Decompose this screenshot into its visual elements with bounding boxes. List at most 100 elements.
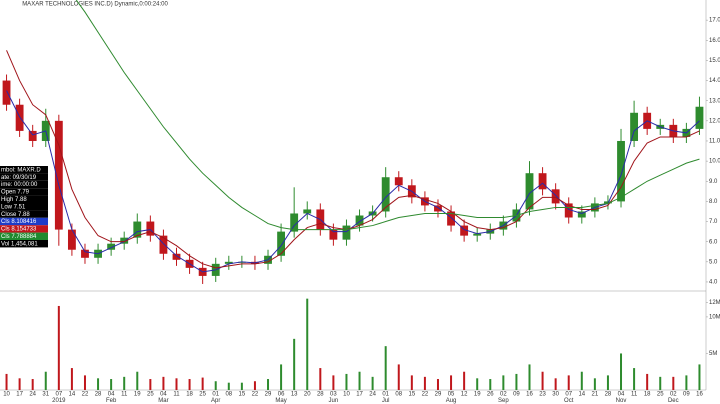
y-tick-label: 13.0	[709, 98, 720, 104]
candle-body	[2, 80, 11, 105]
y-tick-label: 5.0	[709, 259, 718, 265]
x-tick-label: 29	[265, 392, 272, 398]
x-tick-label: 21	[592, 392, 599, 398]
x-tick-label: 13	[291, 392, 298, 398]
volume-bar	[332, 375, 335, 390]
x-tick-label: 28	[317, 392, 324, 398]
volume-bar	[162, 376, 165, 390]
volume-bar	[345, 373, 348, 390]
x-tick-label: 07	[55, 392, 62, 398]
month-label: Sep	[498, 398, 509, 404]
volume-bar	[57, 305, 60, 390]
panel-row	[0, 232, 48, 240]
volume-bar	[502, 375, 505, 390]
volume-bar	[110, 379, 113, 390]
volume-bar	[593, 378, 596, 390]
candle-body	[538, 173, 547, 190]
volume-bar	[450, 375, 453, 390]
volume-bar	[423, 376, 426, 390]
moving-average	[75, 0, 700, 231]
panel-row	[0, 188, 48, 196]
volume-bar	[319, 368, 322, 390]
x-tick-label: 14	[578, 392, 585, 398]
x-tick-label: 08	[225, 392, 232, 398]
x-tick-label: 12	[461, 392, 468, 398]
panel-row	[0, 240, 48, 248]
volume-bar	[476, 378, 479, 390]
volume-tick-label: 5M	[709, 351, 717, 357]
candle-body	[224, 261, 233, 264]
volume-bar	[620, 353, 623, 390]
volume-bar	[306, 298, 309, 390]
x-tick-label: 04	[108, 392, 115, 398]
volume-bar	[646, 373, 649, 390]
candle-body	[28, 130, 37, 141]
x-tick-label: 03	[330, 392, 337, 398]
y-tick-label: 11.0	[709, 139, 720, 145]
chart-title: MAXAR TECHNOLOGIES INC.D) Dynamic,0:00:2…	[22, 2, 168, 8]
x-tick-label: 07	[565, 392, 572, 398]
candle-body	[133, 221, 142, 238]
x-tick-label: 15	[408, 392, 415, 398]
candle-body	[381, 177, 390, 212]
candle-body	[15, 104, 24, 131]
x-tick-label: 04	[618, 392, 625, 398]
candle-body	[617, 140, 625, 202]
month-label: Dec	[668, 398, 679, 404]
candle-body	[447, 211, 455, 226]
month-label: Nov	[616, 398, 627, 404]
volume-bar	[175, 378, 178, 390]
month-label: May	[275, 398, 286, 404]
volume-bar	[267, 379, 270, 390]
x-tick-label: 30	[552, 392, 559, 398]
volume-bar	[240, 382, 243, 390]
volume-bar	[384, 346, 387, 390]
moving-average	[6, 50, 700, 269]
volume-bar	[672, 376, 675, 390]
panel-row	[0, 217, 48, 226]
y-tick-label: 10.0	[709, 159, 720, 165]
volume-bar	[227, 382, 230, 390]
y-tick-label: 14.0	[709, 78, 720, 84]
candle-body	[81, 249, 89, 258]
candle-body	[329, 229, 338, 240]
x-tick-label: 20	[304, 392, 311, 398]
x-tick-label: 15	[239, 392, 246, 398]
y-tick-label: 17.0	[709, 18, 720, 24]
volume-bar	[70, 368, 73, 390]
candle-body	[172, 253, 181, 260]
y-tick-label: 15.0	[709, 58, 720, 64]
candle-body	[146, 221, 155, 236]
panel-row	[0, 180, 48, 189]
volume-bar	[280, 364, 283, 390]
x-tick-label: 31	[42, 392, 49, 398]
month-label: Apr	[211, 398, 220, 404]
volume-bar	[489, 379, 492, 390]
candle-body	[460, 225, 469, 236]
volume-bar	[201, 377, 204, 390]
volume-bar	[515, 373, 518, 390]
panel-text: ate: 09/30/19	[1, 175, 37, 181]
volume-bar	[698, 364, 701, 390]
candle-body	[630, 112, 639, 141]
volume-bar	[358, 371, 361, 390]
volume-bar	[685, 375, 688, 390]
x-tick-label: 19	[474, 392, 481, 398]
month-label: Aug	[446, 398, 457, 404]
panel-text: High 7.88	[1, 197, 27, 203]
panel-row	[0, 195, 48, 203]
x-tick-label: 11	[173, 392, 180, 398]
panel-row	[0, 210, 48, 218]
candle-body	[564, 203, 573, 218]
volume-bar	[123, 376, 126, 390]
x-tick-label: 23	[539, 392, 546, 398]
x-tick-label: 06	[278, 392, 285, 398]
volume-bar	[18, 378, 21, 390]
x-tick-label: 24	[369, 392, 376, 398]
volume-tick-label: 10M	[709, 315, 720, 321]
candle-body	[67, 229, 76, 250]
volume-bar	[436, 379, 439, 390]
panel-text: Close 7.88	[1, 212, 30, 218]
y-tick-label: 12.0	[709, 118, 720, 124]
